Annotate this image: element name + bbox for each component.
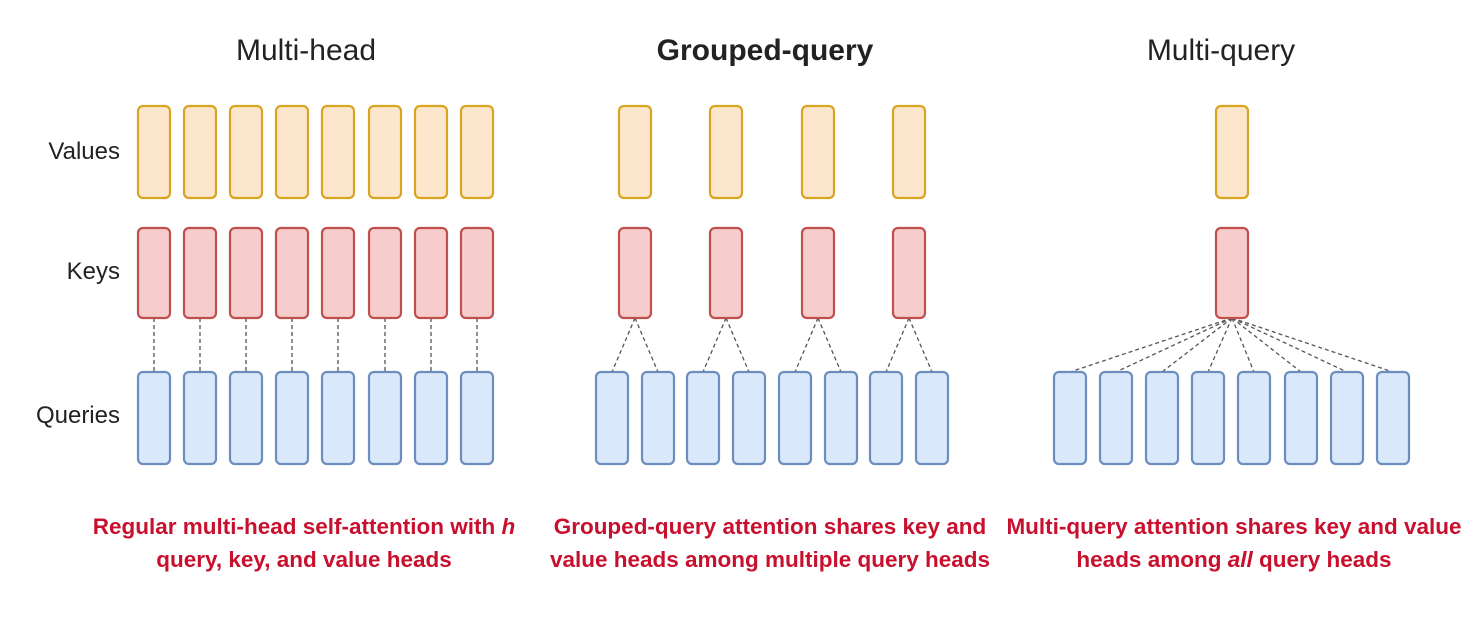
value-head	[891, 104, 927, 200]
query-head	[777, 370, 813, 466]
query-head	[1329, 370, 1365, 466]
value-head	[413, 104, 449, 200]
key-head	[136, 226, 172, 320]
value-head	[459, 104, 495, 200]
connector-line	[885, 317, 910, 373]
key-head	[182, 226, 218, 320]
connector-line	[1115, 317, 1233, 373]
grouped-query-caption: Grouped-query attention shares key and v…	[530, 510, 1010, 576]
connector-line	[611, 317, 636, 373]
query-head	[594, 370, 630, 466]
query-head	[228, 370, 264, 466]
query-head	[914, 370, 950, 466]
multi-query-title: Multi-query	[1146, 34, 1296, 67]
caption-text: Grouped-query attention shares key and v…	[549, 514, 991, 572]
value-head	[617, 104, 653, 200]
query-head	[868, 370, 904, 466]
query-head	[1052, 370, 1088, 466]
connector-line	[1231, 317, 1394, 373]
multi-head-caption: Regular multi-head self-attention with h…	[64, 510, 544, 576]
key-head	[617, 226, 653, 320]
key-head	[800, 226, 836, 320]
query-head	[1190, 370, 1226, 466]
query-head	[685, 370, 721, 466]
value-head	[320, 104, 356, 200]
value-head	[182, 104, 218, 200]
query-head	[320, 370, 356, 466]
query-head	[1283, 370, 1319, 466]
values-row-label: Values	[48, 138, 120, 165]
query-head	[274, 370, 310, 466]
value-head	[367, 104, 403, 200]
value-head	[800, 104, 836, 200]
query-head	[1098, 370, 1134, 466]
connector-line	[1161, 317, 1233, 373]
key-head	[459, 226, 495, 320]
caption-text: Regular multi-head self-attention with	[92, 514, 502, 539]
value-head	[1214, 104, 1250, 200]
query-head	[823, 370, 859, 466]
query-head	[731, 370, 767, 466]
connector-line	[634, 317, 659, 373]
caption-text: query heads	[1252, 547, 1392, 572]
value-head	[228, 104, 264, 200]
value-head	[274, 104, 310, 200]
connector-line	[794, 317, 819, 373]
connector-line	[1069, 317, 1233, 373]
key-head	[367, 226, 403, 320]
key-head	[320, 226, 356, 320]
key-head	[891, 226, 927, 320]
caption-text: query, key, and value heads	[156, 547, 452, 572]
grouped-query-title: Grouped-query	[656, 34, 874, 67]
key-head	[413, 226, 449, 320]
query-head	[459, 370, 495, 466]
connector-line	[908, 317, 933, 373]
key-head	[708, 226, 744, 320]
value-head	[708, 104, 744, 200]
query-head	[640, 370, 676, 466]
query-head	[1236, 370, 1272, 466]
query-head	[367, 370, 403, 466]
multi-head-title: Multi-head	[235, 34, 377, 67]
query-head	[182, 370, 218, 466]
caption-emphasis: all	[1227, 547, 1253, 572]
connector-line	[725, 317, 750, 373]
key-head	[228, 226, 264, 320]
key-head	[1214, 226, 1250, 320]
query-head	[413, 370, 449, 466]
query-head	[136, 370, 172, 466]
queries-row-label: Queries	[35, 402, 120, 429]
value-head	[136, 104, 172, 200]
multi-query-caption: Multi-query attention shares key and val…	[994, 510, 1474, 576]
keys-row-label: Keys	[66, 258, 120, 285]
connector-line	[817, 317, 842, 373]
caption-text: Multi-query attention shares key and val…	[1006, 514, 1462, 572]
connector-line	[1231, 317, 1255, 373]
key-head	[274, 226, 310, 320]
query-head	[1375, 370, 1411, 466]
connector-line	[1207, 317, 1233, 373]
connector-line	[702, 317, 727, 373]
connector-line	[1231, 317, 1348, 373]
caption-emphasis: h	[501, 514, 516, 539]
connector-line	[1231, 317, 1302, 373]
query-head	[1144, 370, 1180, 466]
